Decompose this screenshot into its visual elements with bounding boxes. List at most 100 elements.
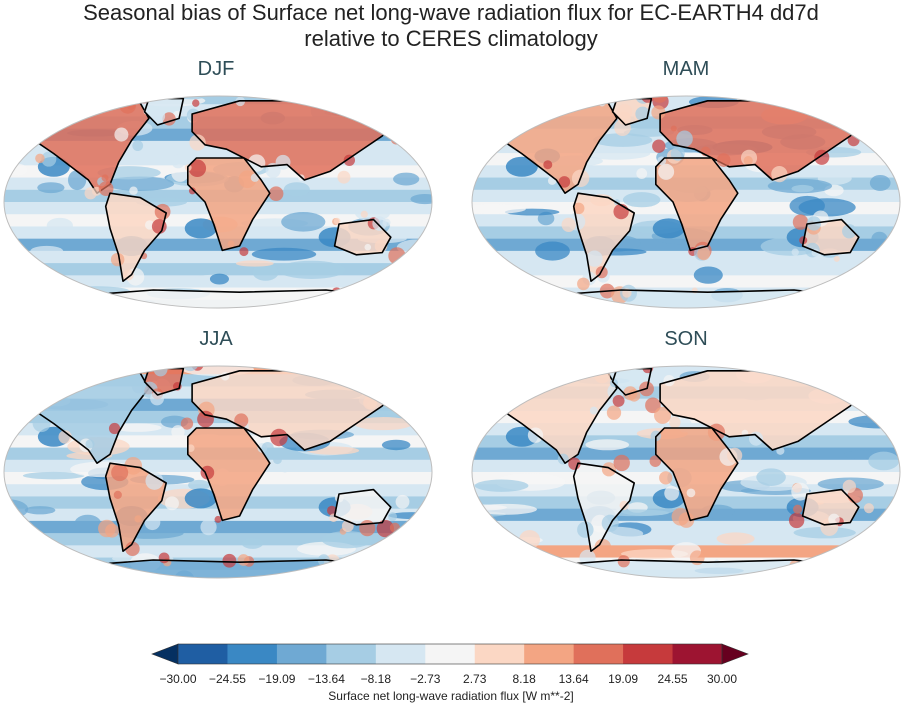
land-bias-patch <box>35 153 45 164</box>
land-bias-patch <box>833 289 849 305</box>
bias-blob <box>474 479 529 492</box>
land-australia <box>802 489 859 525</box>
map-boundary <box>3 95 433 309</box>
land-bias-patch <box>791 482 810 501</box>
land-bias-patch <box>145 471 164 490</box>
coastline <box>801 488 860 526</box>
land-bias-patch <box>771 165 788 183</box>
land-bias-patch <box>637 362 643 365</box>
bias-blob <box>114 299 132 308</box>
land-africa <box>655 428 738 521</box>
land-bias-patch <box>125 541 140 557</box>
coastline <box>187 157 271 252</box>
land-bias-patch <box>48 564 65 578</box>
land-bias-patch <box>489 395 504 410</box>
land-bias-patch <box>586 250 603 267</box>
bias-blob <box>393 172 420 186</box>
colorbar-tick-label: −13.64 <box>307 672 345 686</box>
colorbar-tick-label: 13.64 <box>558 672 589 686</box>
land-bias-patch <box>743 156 753 166</box>
land-bias-patch <box>566 99 577 110</box>
colorbar-extend-low <box>151 643 179 665</box>
colorbar-segment <box>623 644 674 664</box>
land-bias-patch <box>113 490 122 499</box>
land-eurasia <box>192 100 400 180</box>
land-bias-patch <box>364 243 372 251</box>
bias-blob <box>593 133 653 147</box>
land-bias-patch <box>372 216 387 231</box>
land-australia <box>334 489 391 525</box>
bias-blob <box>791 184 814 193</box>
land-africa <box>655 158 738 251</box>
coastline <box>572 462 635 552</box>
land-bias-patch <box>572 202 585 215</box>
land-bias-patch <box>791 248 799 256</box>
bias-blob <box>22 471 85 480</box>
colorbar-tick-label: −30.00 <box>159 672 197 686</box>
land-bias-patch <box>273 455 282 465</box>
land-bias-patch <box>793 504 803 514</box>
land-bias-patch <box>110 252 125 267</box>
land-bias-patch <box>601 462 617 477</box>
bias-blob <box>281 212 326 232</box>
land-bias-patch <box>309 96 324 104</box>
land-bias-patch <box>564 372 572 380</box>
land-bias-patch <box>47 106 60 119</box>
coastline <box>104 192 167 282</box>
bias-blob <box>868 451 900 471</box>
land-bias-patch <box>787 300 801 308</box>
land-bias-patch <box>50 289 67 307</box>
bias-blob <box>400 282 432 302</box>
land-bias-patch <box>613 454 630 472</box>
land-bias-patch <box>234 413 249 428</box>
coastline <box>143 97 185 126</box>
land-bias-patch <box>360 210 368 218</box>
land-bias-patch <box>134 515 142 523</box>
land-bias-patch <box>571 581 578 582</box>
bias-blob <box>474 503 537 515</box>
land-bias-patch <box>129 96 139 101</box>
colorbar-segment <box>474 644 525 664</box>
colorbar-tick-label: 30.00 <box>706 672 738 686</box>
land-bias-patch <box>844 558 851 566</box>
ocean-bias-band <box>472 263 900 276</box>
bias-blob <box>4 271 23 278</box>
land-eurasia <box>660 100 868 180</box>
land-bias-patch <box>627 389 641 402</box>
bias-blob <box>472 366 522 371</box>
bias-blob <box>188 479 210 491</box>
colorbar-segment <box>425 644 476 664</box>
land-bias-patch <box>521 374 530 384</box>
land-bias-patch <box>92 97 107 112</box>
land-bias-patch <box>237 554 250 566</box>
land-bias-patch <box>613 203 629 220</box>
map-boundary <box>3 365 433 579</box>
bias-blob <box>535 241 570 261</box>
land-bias-patch <box>517 557 530 570</box>
figure-title-line1: Seasonal bias of Surface net long-wave r… <box>83 0 819 25</box>
colorbar-extend-high <box>721 643 749 665</box>
bias-blob <box>393 96 432 106</box>
ocean-bias-band <box>472 366 900 375</box>
land-bias-patch <box>133 366 146 370</box>
ocean-bias-band <box>472 96 900 105</box>
land-bias-patch <box>60 286 72 298</box>
land-bias-patch <box>129 186 138 195</box>
land-bias-patch <box>197 410 214 428</box>
land-bias-patch <box>329 300 343 308</box>
bias-blob <box>622 192 661 208</box>
bias-blob <box>37 182 65 194</box>
upwelling-zone <box>505 156 538 177</box>
land-bias-patch <box>158 552 170 564</box>
land-bias-patch <box>612 394 625 407</box>
figure-title-line2: relative to CERES climatology <box>304 26 598 51</box>
coastline <box>572 192 635 282</box>
coastline <box>655 427 739 522</box>
land-bias-patch <box>543 160 553 170</box>
panel-title-son: SON <box>664 328 708 350</box>
bias-blob <box>410 194 432 205</box>
land-bias-patch <box>222 553 237 568</box>
upwelling-zone <box>652 218 685 239</box>
land-bias-patch <box>668 416 681 429</box>
bias-blob <box>209 273 229 285</box>
